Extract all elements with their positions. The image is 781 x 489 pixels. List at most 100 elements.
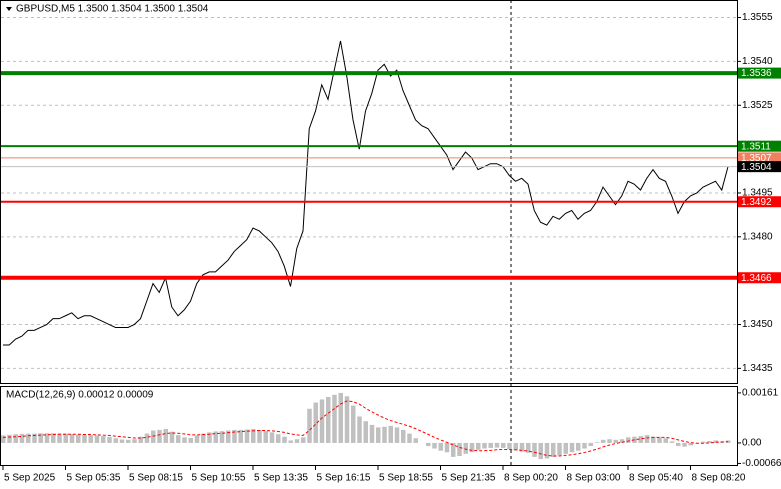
histogram-bar <box>588 442 593 447</box>
histogram-bar <box>682 442 687 447</box>
histogram-bar <box>626 437 631 443</box>
histogram-bar <box>232 429 237 443</box>
histogram-bar <box>138 436 143 443</box>
histogram-bar <box>538 442 543 460</box>
histogram-bar <box>151 430 156 443</box>
macd-title: MACD(12,26,9) 0.00012 0.00009 <box>6 390 154 401</box>
y-tick-label: 1.3555 <box>742 12 773 23</box>
macd-panel-frame <box>0 386 738 466</box>
plot-layer <box>1 17 737 460</box>
x-tick-label: 5 Sep 16:15 <box>317 473 371 484</box>
histogram-bar <box>576 442 581 451</box>
histogram-bar <box>301 437 306 443</box>
histogram-bar <box>544 442 550 459</box>
histogram-bar <box>182 437 187 443</box>
level-label: 1.3466 <box>741 273 772 284</box>
histogram-bar <box>394 427 400 443</box>
histogram-bar <box>613 439 618 443</box>
histogram-bar <box>376 427 381 443</box>
level-badge <box>738 161 781 173</box>
histogram-bar <box>19 433 25 443</box>
level-badge <box>738 67 781 79</box>
histogram-bar <box>563 442 568 454</box>
histogram-bar <box>507 442 512 450</box>
level-badge <box>738 196 781 208</box>
histogram-bar <box>351 405 356 443</box>
histogram-bar <box>276 434 281 443</box>
menu-triangle <box>6 7 12 11</box>
histogram-bar <box>657 437 662 443</box>
price-title: GBPUSD,M5 1.3500 1.3504 1.3500 1.3504 <box>16 4 209 15</box>
histogram-bar <box>307 408 312 443</box>
histogram-bar <box>176 435 181 443</box>
y-tick-label: 0.00161 <box>742 388 779 399</box>
histogram-bar <box>163 428 168 443</box>
histogram-bar <box>326 396 331 443</box>
histogram-bar <box>501 442 506 448</box>
histogram-bar <box>257 429 262 443</box>
histogram-bar <box>369 424 375 443</box>
histogram-bar <box>476 442 481 450</box>
level-label: 1.3511 <box>741 141 771 152</box>
histogram-bar <box>638 436 643 443</box>
y-tick-label: -0.00066 <box>742 458 781 469</box>
histogram-bar <box>132 439 137 443</box>
histogram-bar <box>144 433 150 443</box>
histogram-bar <box>38 433 43 443</box>
histogram-bar <box>438 442 443 451</box>
histogram-bar <box>469 442 475 453</box>
histogram-bar <box>519 442 525 452</box>
histogram-bar <box>651 436 656 443</box>
histogram-bar <box>76 434 81 443</box>
y-tick-label: 1.3435 <box>742 363 773 374</box>
histogram-bar <box>557 442 562 456</box>
y-tick-label: 1.3525 <box>742 100 773 111</box>
histogram-bar <box>401 429 406 443</box>
histogram-bar <box>201 433 206 443</box>
x-tick-label: 5 Sep 05:35 <box>67 473 121 484</box>
y-tick-label: 1.3450 <box>742 319 773 330</box>
histogram-bar <box>426 442 431 447</box>
histogram-bar <box>619 439 625 443</box>
histogram-bar <box>82 434 87 443</box>
histogram-bar <box>113 438 118 443</box>
histogram-bar <box>119 439 125 443</box>
level-badge <box>738 272 781 284</box>
histogram-bar <box>701 441 706 443</box>
histogram-bar <box>319 399 325 443</box>
histogram-bar <box>451 442 456 457</box>
histogram-bar <box>357 416 362 443</box>
histogram-bar <box>107 437 112 443</box>
histogram-bar <box>313 402 318 443</box>
x-tick-label: 5 Sep 18:55 <box>379 473 433 484</box>
y-tick-label: 1.3480 <box>742 231 773 242</box>
histogram-bar <box>213 431 218 443</box>
histogram-bar <box>63 433 68 443</box>
histogram-bar <box>713 440 718 443</box>
histogram-bar <box>263 431 268 443</box>
level-label: 1.3492 <box>741 197 772 208</box>
histogram-bar <box>644 435 650 443</box>
x-tick-label: 5 Sep 21:35 <box>442 473 496 484</box>
histogram-bar <box>488 442 493 448</box>
y-tick-label: 1.3540 <box>742 56 773 67</box>
histogram-bar <box>688 442 693 446</box>
histogram-bar <box>207 432 212 443</box>
histogram-bar <box>663 438 668 443</box>
histogram-bar <box>294 439 300 443</box>
level-label: 1.3507 <box>741 153 772 164</box>
histogram-bar <box>251 428 256 443</box>
histogram-bar <box>126 439 131 443</box>
price-panel-frame <box>0 0 738 384</box>
y-tick-label: 1.3495 <box>742 188 773 199</box>
histogram-bar <box>569 442 575 453</box>
histogram-bar <box>88 435 93 443</box>
histogram-bar <box>7 434 12 443</box>
histogram-bar <box>44 433 50 443</box>
price-line <box>3 40 729 346</box>
histogram-bar <box>338 392 343 443</box>
histogram-bar <box>407 433 412 443</box>
